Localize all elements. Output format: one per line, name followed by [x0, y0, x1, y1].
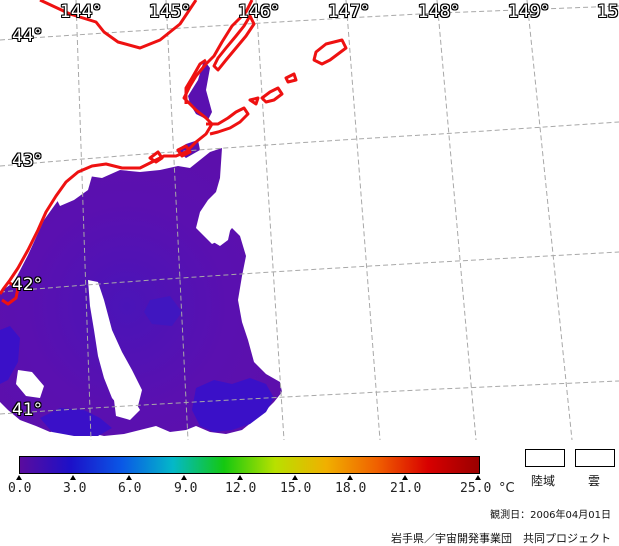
credit-line: 岩手県／宇宙開発事業団 共同プロジェクト	[391, 532, 611, 545]
colorbar-tick-label: 6.0	[118, 481, 142, 496]
latitude-label: 42°	[12, 275, 43, 295]
latitude-label: 43°	[12, 151, 43, 171]
colorbar-tick	[347, 475, 353, 480]
colorbar-tick	[237, 475, 243, 480]
observation-date: 観測日：2006年04月01日	[490, 510, 611, 521]
cloud-legend-swatch	[575, 449, 615, 467]
colorbar-tick	[475, 475, 481, 480]
colorbar-tick	[292, 475, 298, 480]
sst-strait	[188, 60, 212, 120]
colorbar-tick-label: 18.0	[335, 481, 367, 496]
cloud-gap	[16, 370, 44, 398]
colorbar-tick-label: 12.0	[225, 481, 257, 496]
land-legend-label: 陸域	[531, 474, 556, 488]
map-canvas	[0, 0, 619, 440]
cloud-gap	[114, 396, 140, 420]
sst-region	[0, 148, 282, 436]
colorbar-tick-label: 15.0	[280, 481, 312, 496]
colorbar-tick-label: 25.0	[460, 481, 492, 496]
latitude-label: 41°	[12, 400, 43, 420]
sst-cool-zone	[192, 378, 274, 432]
colorbar-tick	[70, 475, 76, 480]
colorbar-tick-label: 21.0	[390, 481, 422, 496]
longitude-label: 145°	[149, 2, 190, 22]
colorbar-tick-label: 9.0	[174, 481, 198, 496]
colorbar-tick-label: 0.0	[8, 481, 32, 496]
longitude-label: 147°	[328, 2, 369, 22]
colorbar-tick	[16, 475, 22, 480]
colorbar-tick	[402, 475, 408, 480]
sea-surface-temperature-map: 144° 145° 146° 147° 148° 149° 15 44° 43°…	[0, 0, 619, 440]
longitude-label: 149°	[508, 2, 549, 22]
colorbar-tick	[126, 475, 132, 480]
sst-cool-zone	[40, 408, 112, 436]
longitude-label: 144°	[60, 2, 101, 22]
temperature-colorbar	[19, 456, 480, 474]
latitude-label: 44°	[12, 26, 43, 46]
sst-cool-zone	[144, 296, 182, 326]
colorbar-unit: °C	[499, 481, 515, 496]
kuril-islands	[148, 14, 348, 164]
longitude-label: 146°	[238, 2, 279, 22]
cloud-gap	[200, 208, 232, 246]
sst-cool-zone	[0, 326, 20, 384]
colorbar-tick-label: 3.0	[63, 481, 87, 496]
colorbar-tick	[181, 475, 187, 480]
longitude-label: 15	[597, 2, 619, 22]
graticule	[0, 0, 619, 440]
land-legend-swatch	[525, 449, 565, 467]
longitude-label: 148°	[418, 2, 459, 22]
cloud-legend-label: 雲	[588, 474, 601, 488]
cloud-gap	[88, 280, 142, 410]
coastline	[0, 0, 254, 306]
